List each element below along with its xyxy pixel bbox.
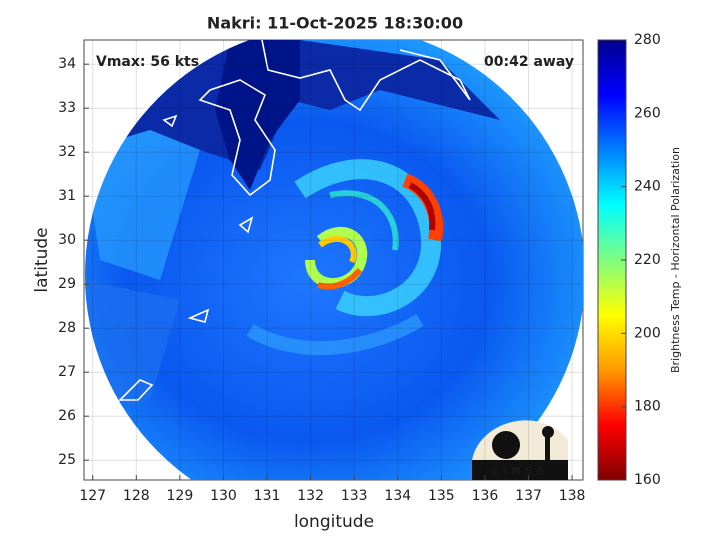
y-tick-label: 28 <box>58 320 76 336</box>
y-tick-label: 27 <box>58 364 76 380</box>
logo-text: CIMSS <box>492 466 548 477</box>
y-tick-label: 30 <box>58 232 76 248</box>
x-tick-label: 129 <box>167 488 194 504</box>
colorbar-tick-label: 180 <box>634 399 661 415</box>
colorbar-tick-label: 240 <box>634 179 661 195</box>
x-tick-label: 127 <box>79 488 106 504</box>
colorbar-tick-label: 200 <box>634 325 661 341</box>
x-tick-label: 133 <box>341 488 368 504</box>
x-tick-label: 135 <box>428 488 455 504</box>
x-tick-label: 137 <box>515 488 542 504</box>
y-tick-label: 32 <box>58 144 76 160</box>
x-tick-label: 136 <box>472 488 499 504</box>
y-tick-label: 25 <box>58 452 76 468</box>
annotation: 00:42 away <box>484 54 574 70</box>
image <box>85 40 583 480</box>
colorbar-tick-label: 160 <box>634 472 661 488</box>
y-tick-label: 26 <box>58 408 76 424</box>
y-axis-label: latitude <box>32 227 52 292</box>
x-tick-label: 130 <box>210 488 237 504</box>
colorbar-tick-label: 260 <box>634 105 661 121</box>
x-tick-label: 132 <box>297 488 324 504</box>
colorbar-tick-label: 220 <box>634 252 661 268</box>
y-tick-label: 33 <box>58 100 76 116</box>
x-tick-label: 128 <box>123 488 150 504</box>
x-tick-label: 138 <box>559 488 586 504</box>
y-tick-label: 29 <box>58 276 76 292</box>
colorbar-label: Brightness Temp - Horizontal Polarizatio… <box>669 147 682 373</box>
colorbar-tick-label: 280 <box>634 32 661 48</box>
annotation: Vmax: 56 kts <box>96 54 199 70</box>
x-tick-label: 131 <box>254 488 281 504</box>
y-tick-label: 34 <box>58 56 76 72</box>
y-tick-label: 31 <box>58 188 76 204</box>
chart-title: Nakri: 11-Oct-2025 18:30:00 <box>207 14 463 33</box>
x-axis-label: longitude <box>294 512 374 532</box>
logo: CIMSS <box>472 420 568 480</box>
x-tick-label: 134 <box>384 488 411 504</box>
